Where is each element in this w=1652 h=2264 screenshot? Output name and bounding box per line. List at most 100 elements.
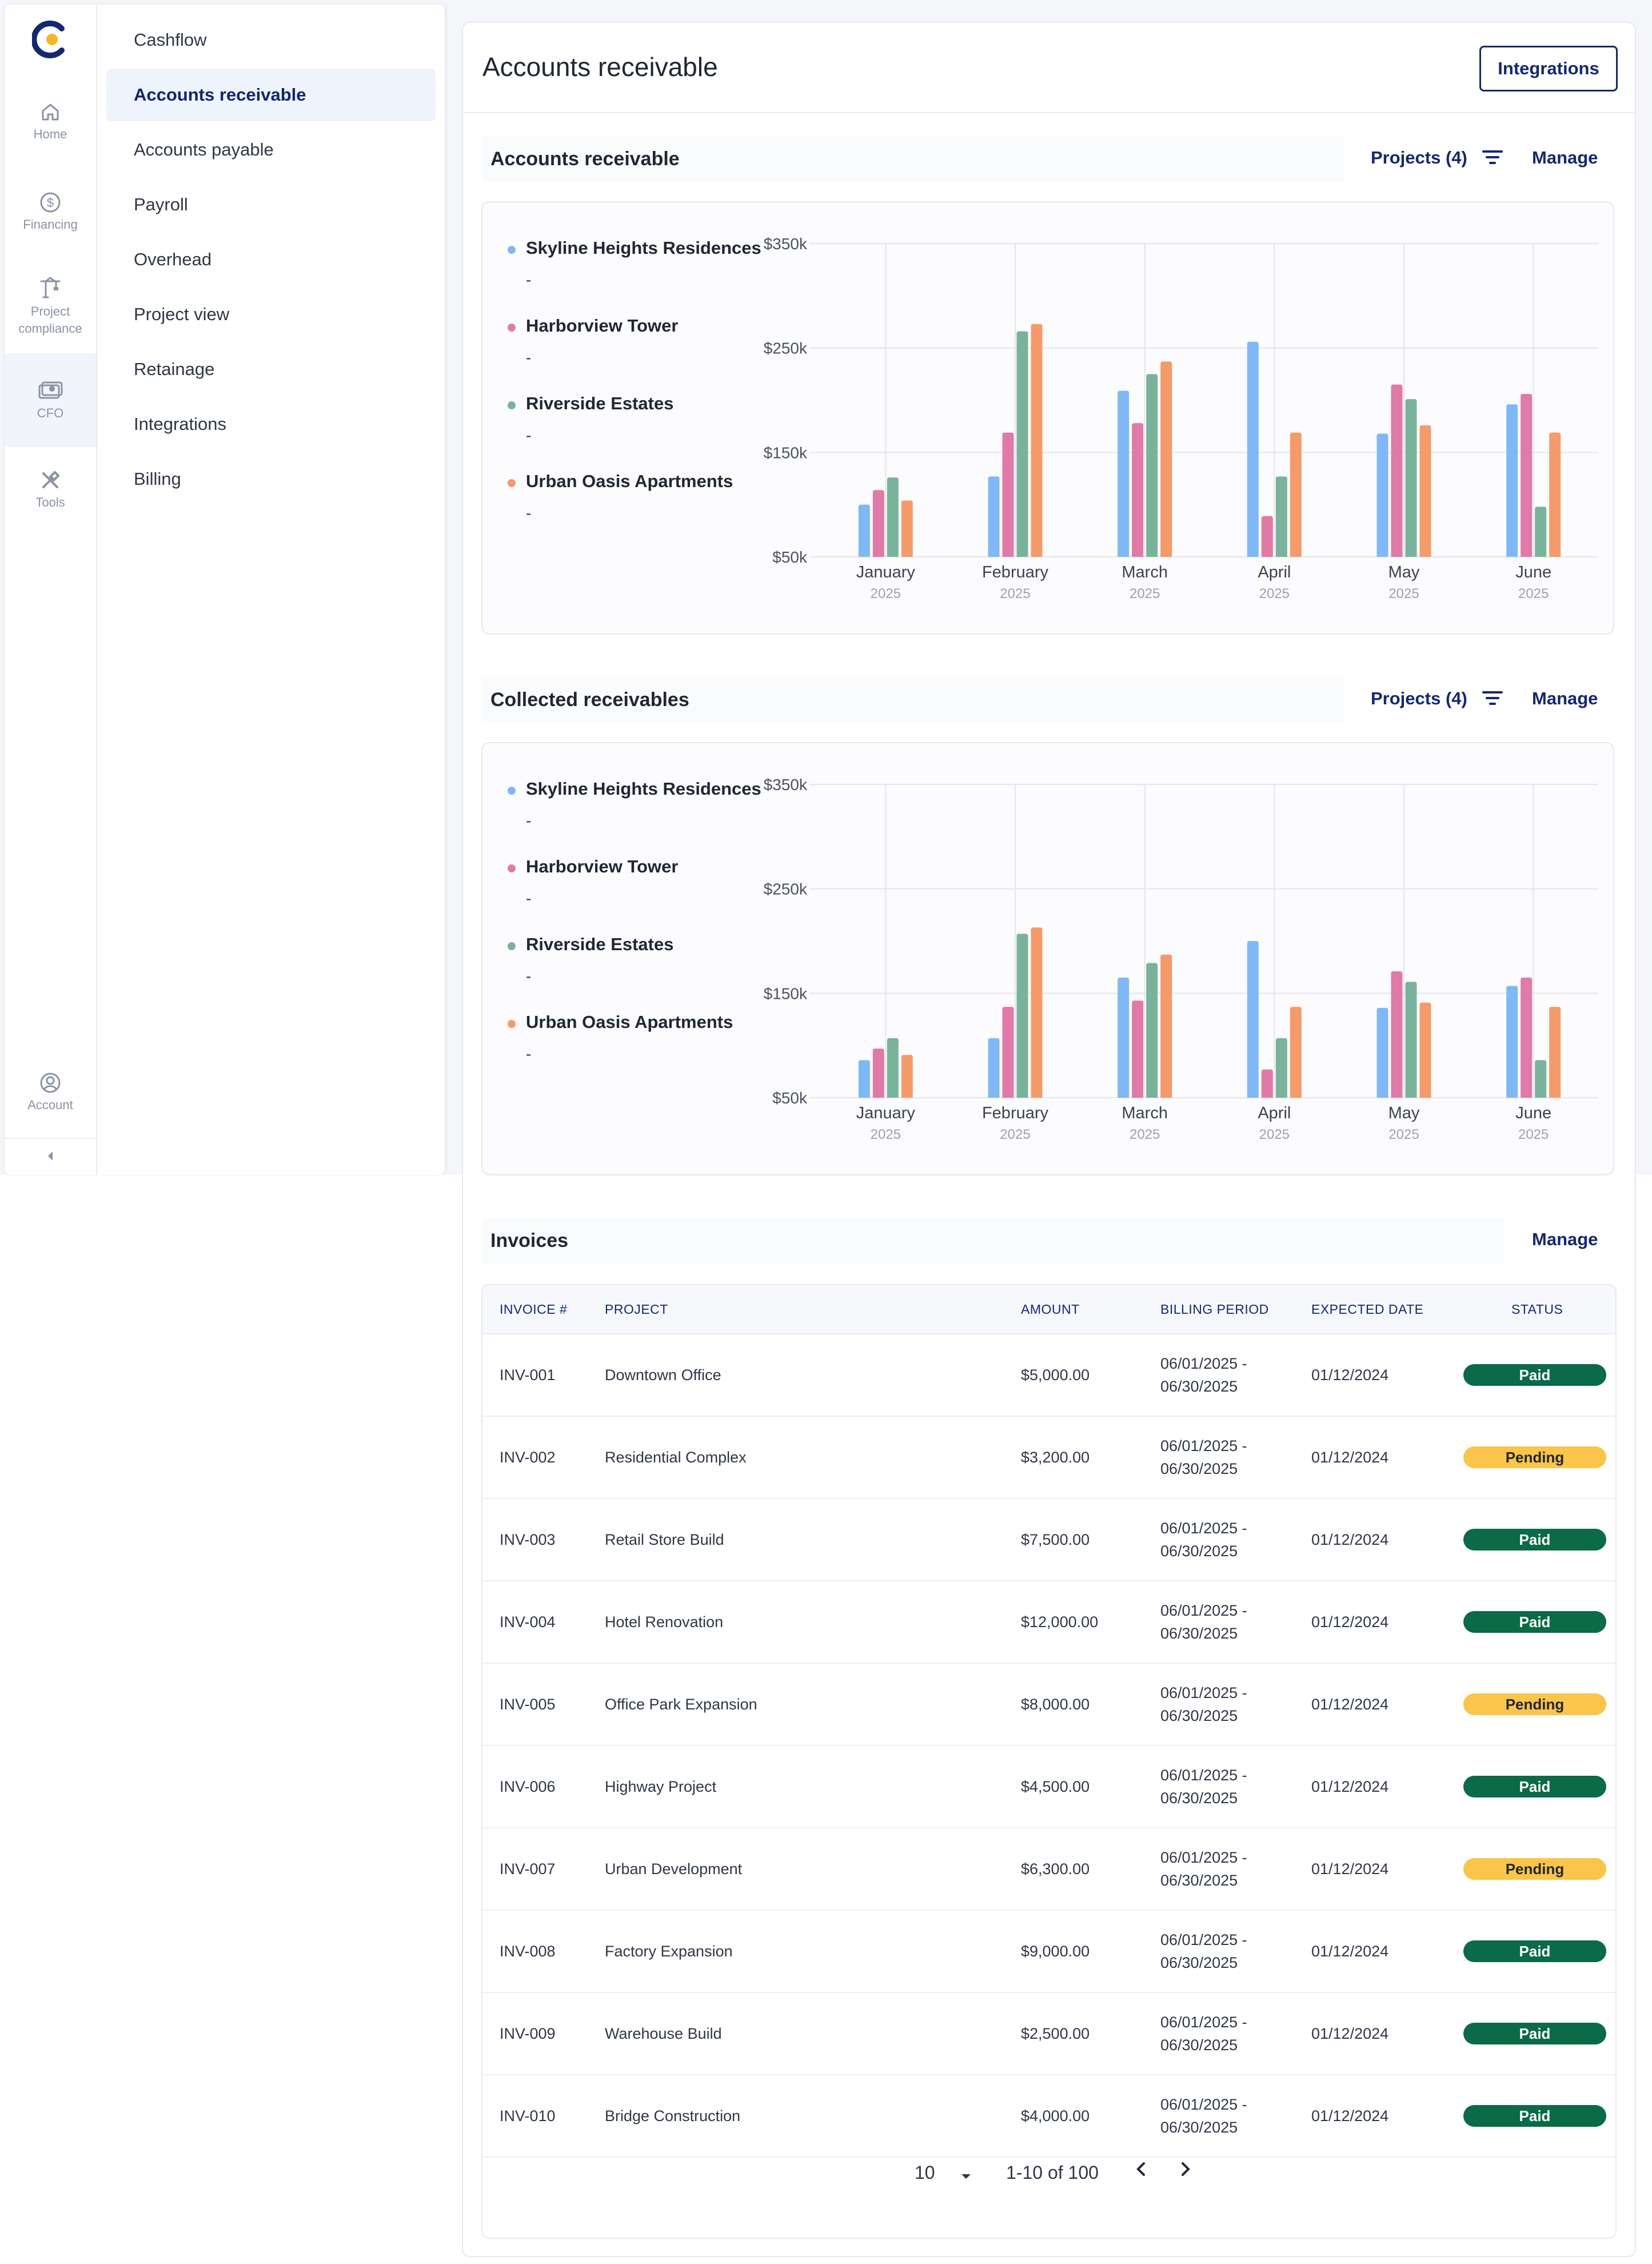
invoices-section-header: Invoices [481, 1218, 1505, 1263]
table-row[interactable]: INV-001 Downtown Office $5,000.00 06/01/202… [482, 1333, 1615, 1417]
next-page-button[interactable] [1179, 2160, 1192, 2183]
x-tick-sublabel: 2025 [1130, 586, 1160, 601]
chevron-left-icon [46, 1150, 55, 1165]
filter-icon [1482, 689, 1503, 710]
cell-invoice: INV-005 [500, 1696, 556, 1713]
cell-billing-period-start: 06/01/2025 - [1160, 1767, 1247, 1784]
table-row[interactable]: INV-009 Warehouse Build $2,500.00 06/01/202… [482, 1992, 1615, 2075]
chart-bar [1391, 971, 1403, 1098]
legend-name: Skyline Heights Residences [526, 779, 761, 799]
table-row[interactable]: INV-010 Bridge Construction $4,000.00 06/01… [482, 2074, 1615, 2158]
submenu-item-integrations[interactable]: Integrations [134, 414, 226, 434]
submenu-item-cashflow[interactable]: Cashflow [134, 30, 207, 50]
chart-bar [1031, 324, 1043, 557]
collapse-button[interactable] [5, 1140, 96, 1172]
column-header-billing-period[interactable]: Billing period [1160, 1302, 1269, 1317]
cell-expected-date: 01/12/2024 [1311, 1943, 1389, 1960]
cell-invoice: INV-006 [500, 1778, 556, 1795]
y-tick-label: $250k [764, 340, 808, 357]
rail-financing[interactable]: $ Financing [5, 191, 96, 232]
logo[interactable] [31, 19, 72, 59]
chart-bar [1118, 390, 1130, 557]
chart-bar [901, 500, 913, 557]
section-title: Accounts receivable [490, 148, 680, 170]
page-size-select[interactable]: 10 [915, 2162, 972, 2185]
page-size-value: 10 [915, 2162, 935, 2183]
cell-billing-period-start: 06/01/2025 - [1160, 2014, 1247, 2031]
x-tick-label: May [1388, 563, 1420, 581]
x-tick-sublabel: 2025 [1000, 586, 1030, 601]
cell-project: Retail Store Build [605, 1531, 724, 1548]
legend-dot [508, 787, 516, 795]
submenu-item-accounts-receivable[interactable]: Accounts receivable [106, 69, 436, 121]
cell-expected-date: 01/12/2024 [1311, 1531, 1389, 1548]
chart-bar [1405, 982, 1417, 1098]
submenu-item-accounts-payable[interactable]: Accounts payable [134, 139, 274, 160]
column-header-amount[interactable]: Amount [1021, 1302, 1080, 1317]
column-header-status[interactable]: Status [1511, 1302, 1563, 1317]
submenu-item-retainage[interactable]: Retainage [134, 359, 215, 379]
table-row[interactable]: INV-008 Factory Expansion $9,000.00 06/01/2… [482, 1910, 1615, 1993]
column-header-invoice[interactable]: Invoice # [500, 1302, 568, 1317]
cell-invoice: INV-004 [500, 1613, 556, 1631]
chart-bar [1290, 432, 1302, 557]
table-row[interactable]: INV-007 Urban Development $6,300.00 06/01/2… [482, 1827, 1615, 1911]
y-tick-label: $50k [772, 548, 808, 566]
table-row[interactable]: INV-004 Hotel Renovation $12,000.00 06/01/2… [482, 1580, 1615, 1664]
rail-cfo[interactable]: CFO [5, 353, 96, 447]
cell-amount: $12,000.00 [1021, 1613, 1099, 1631]
rail-project-compliance[interactable]: Project compliance [5, 277, 96, 337]
status-badge: Pending [1463, 1858, 1606, 1880]
table-row[interactable]: INV-003 Retail Store Build $7,500.00 06/01/… [482, 1498, 1615, 1581]
column-header-expected-date[interactable]: Expected date [1311, 1302, 1424, 1317]
icon-rail: Home $ Financing Project compliance CFO … [5, 5, 97, 1175]
chart-bar [1261, 1069, 1273, 1098]
table-row[interactable]: INV-002 Residential Complex $3,200.00 06/01… [482, 1416, 1615, 1499]
table-row[interactable]: INV-006 Highway Project $4,500.00 06/01/202… [482, 1745, 1615, 1828]
chart-bar [1535, 1060, 1547, 1098]
chart-bar [1002, 432, 1014, 557]
invoices-manage-link[interactable]: Manage [1532, 1229, 1598, 1249]
submenu-item-payroll[interactable]: Payroll [134, 194, 188, 214]
cell-invoice: INV-009 [500, 2025, 556, 2042]
projects-filter-button[interactable]: Projects (4) [1371, 688, 1503, 710]
rail-account[interactable]: Account [5, 1071, 96, 1113]
submenu-item-project-view[interactable]: Project view [134, 304, 230, 324]
x-tick-sublabel: 2025 [871, 586, 901, 601]
x-tick-label: May [1388, 1104, 1420, 1122]
chart-bar [872, 490, 884, 557]
cell-amount: $9,000.00 [1021, 1943, 1090, 1960]
rail-home[interactable]: Home [5, 101, 96, 142]
section-title: Invoices [490, 1230, 569, 1251]
cell-expected-date: 01/12/2024 [1311, 1449, 1389, 1466]
prev-page-button[interactable] [1134, 2160, 1148, 2183]
chart-bar [1118, 977, 1130, 1098]
receivable-manage-link[interactable]: Manage [1532, 148, 1598, 168]
chart-bar [1275, 476, 1287, 557]
rail-label: Project compliance [18, 304, 82, 336]
projects-filter-button[interactable]: Projects (4) [1371, 148, 1503, 169]
chart-bar [887, 1038, 899, 1098]
tools-icon [5, 469, 96, 492]
legend-value: - [526, 890, 532, 907]
legend-name: Harborview Tower [526, 856, 679, 876]
cell-project: Warehouse Build [605, 2025, 722, 2042]
chevron-right-icon [1179, 2162, 1192, 2182]
table-row[interactable]: INV-005 Office Park Expansion $8,000.00 06/… [482, 1663, 1615, 1746]
x-tick-sublabel: 2025 [1518, 586, 1549, 601]
submenu-item-billing[interactable]: Billing [134, 469, 181, 489]
collected-section-header: Collected receivables [481, 677, 1344, 723]
cell-billing-period-end: 06/30/2025 [1160, 1954, 1238, 1971]
collected-manage-link[interactable]: Manage [1532, 688, 1598, 708]
x-tick-sublabel: 2025 [1388, 1127, 1419, 1142]
cell-expected-date: 01/12/2024 [1311, 1860, 1389, 1878]
integrations-button[interactable]: Integrations [1479, 46, 1618, 91]
column-header-project[interactable]: Project [605, 1302, 668, 1317]
chart-bar [1275, 1038, 1287, 1098]
cell-amount: $8,000.00 [1021, 1696, 1090, 1713]
y-tick-label: $150k [764, 444, 808, 461]
submenu-item-overhead[interactable]: Overhead [134, 249, 212, 269]
rail-tools[interactable]: Tools [5, 469, 96, 510]
chart-bar [887, 477, 899, 557]
cell-amount: $7,500.00 [1021, 1531, 1090, 1548]
